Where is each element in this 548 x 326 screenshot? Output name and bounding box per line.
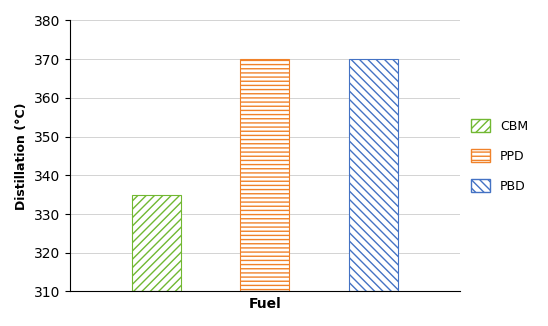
Bar [349, 59, 397, 291]
X-axis label: Fuel: Fuel [248, 297, 281, 311]
Legend: CBM, PPD, PBD: CBM, PPD, PBD [466, 114, 533, 198]
Bar [241, 59, 289, 291]
Y-axis label: Distillation (°C): Distillation (°C) [15, 102, 28, 210]
Bar [132, 195, 181, 291]
